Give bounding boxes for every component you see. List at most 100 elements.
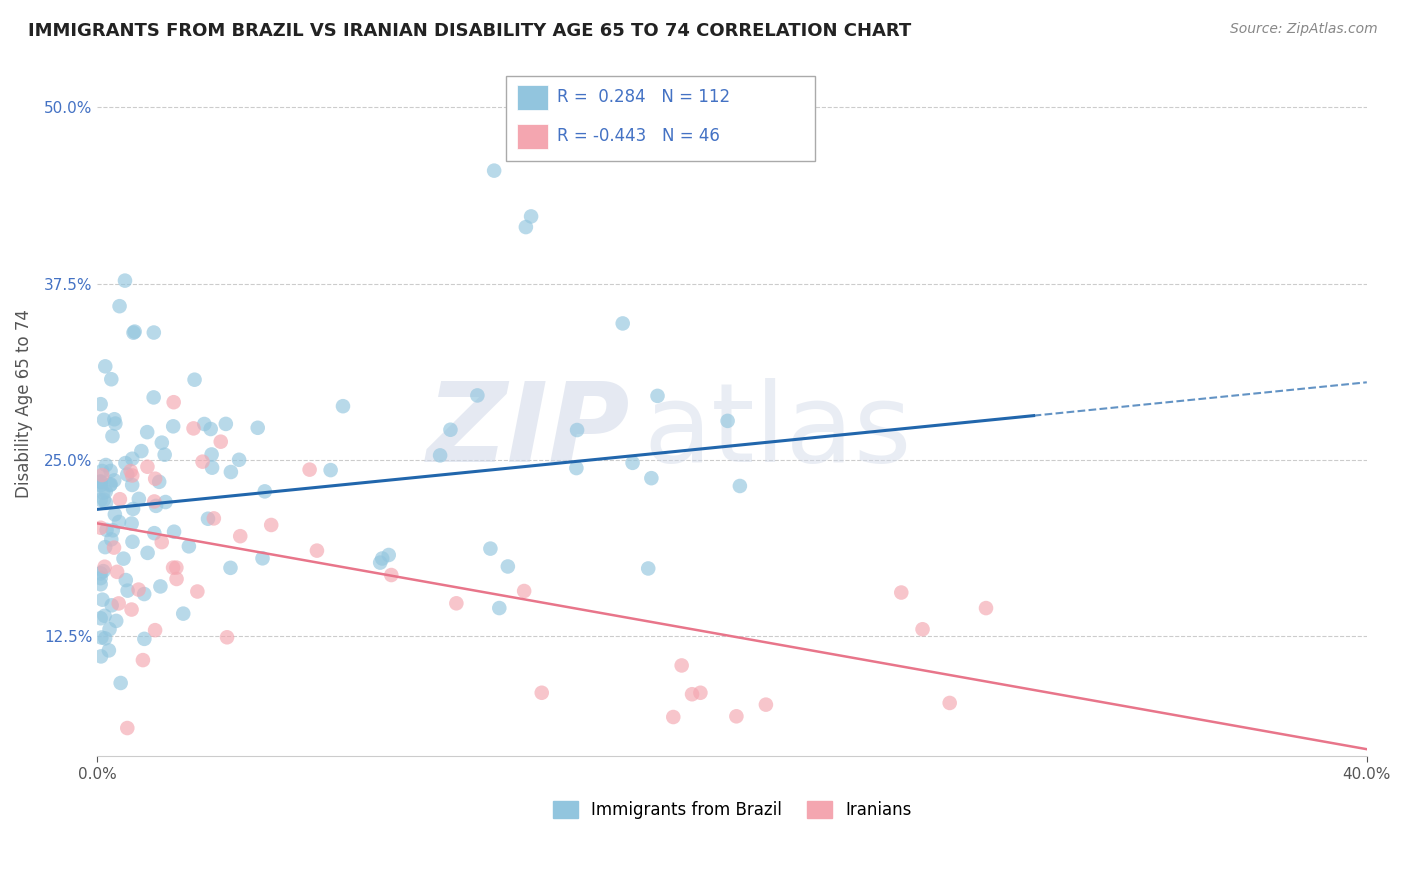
Point bbox=[200, 422, 222, 436]
Point bbox=[153, 448, 176, 462]
Point bbox=[98, 622, 121, 636]
Point bbox=[298, 462, 321, 476]
Point bbox=[479, 541, 502, 556]
Point bbox=[142, 391, 165, 405]
Point bbox=[890, 585, 912, 599]
Point bbox=[121, 451, 143, 466]
Point bbox=[134, 587, 156, 601]
Point bbox=[128, 582, 150, 597]
Point bbox=[253, 484, 276, 499]
Point bbox=[143, 623, 166, 637]
Point bbox=[725, 709, 748, 723]
Point bbox=[162, 419, 184, 434]
Point bbox=[90, 521, 112, 535]
Point bbox=[143, 494, 166, 508]
Point bbox=[150, 535, 173, 549]
Point bbox=[121, 534, 143, 549]
Point bbox=[215, 417, 238, 431]
Point bbox=[94, 458, 117, 472]
Point bbox=[186, 584, 208, 599]
Point bbox=[104, 508, 127, 522]
Point bbox=[191, 455, 214, 469]
Point bbox=[647, 389, 669, 403]
Point bbox=[183, 373, 205, 387]
Point bbox=[105, 614, 128, 628]
Point bbox=[165, 560, 187, 574]
Point bbox=[90, 397, 112, 411]
Point bbox=[215, 630, 238, 644]
Point bbox=[90, 631, 112, 645]
Point bbox=[565, 461, 588, 475]
Point bbox=[621, 456, 644, 470]
Point bbox=[637, 561, 659, 575]
Point bbox=[201, 460, 224, 475]
Point bbox=[380, 568, 402, 582]
Point bbox=[94, 496, 117, 510]
Text: R =  0.284   N = 112: R = 0.284 N = 112 bbox=[557, 88, 730, 106]
Point bbox=[202, 511, 225, 525]
Point bbox=[100, 372, 122, 386]
Point bbox=[120, 464, 142, 478]
Text: IMMIGRANTS FROM BRAZIL VS IRANIAN DISABILITY AGE 65 TO 74 CORRELATION CHART: IMMIGRANTS FROM BRAZIL VS IRANIAN DISABI… bbox=[28, 22, 911, 40]
Point bbox=[100, 599, 122, 613]
Point bbox=[143, 526, 166, 541]
Point bbox=[520, 210, 543, 224]
Point bbox=[91, 464, 114, 478]
Point bbox=[136, 459, 159, 474]
Point bbox=[612, 317, 634, 331]
Point bbox=[90, 475, 112, 489]
Point bbox=[209, 434, 232, 449]
Point bbox=[911, 622, 934, 636]
Point bbox=[938, 696, 960, 710]
Point bbox=[103, 541, 125, 555]
Point bbox=[112, 551, 135, 566]
Point bbox=[183, 421, 205, 435]
Point bbox=[100, 533, 122, 547]
Text: atlas: atlas bbox=[644, 378, 911, 485]
Point bbox=[177, 539, 200, 553]
Point bbox=[93, 413, 115, 427]
Point bbox=[103, 412, 125, 426]
Point bbox=[565, 423, 588, 437]
Point bbox=[219, 561, 242, 575]
Point bbox=[439, 423, 461, 437]
Point bbox=[105, 565, 128, 579]
Point bbox=[371, 551, 394, 566]
Point bbox=[172, 607, 194, 621]
Point bbox=[107, 596, 129, 610]
Point bbox=[90, 649, 112, 664]
Point bbox=[145, 499, 167, 513]
Point bbox=[496, 559, 519, 574]
Point bbox=[134, 632, 156, 646]
Point bbox=[94, 540, 117, 554]
Point bbox=[149, 579, 172, 593]
Point bbox=[117, 467, 139, 482]
Point bbox=[90, 577, 112, 591]
Point bbox=[728, 479, 751, 493]
Point bbox=[98, 478, 121, 492]
Point bbox=[90, 492, 112, 507]
Point bbox=[90, 475, 112, 489]
Point bbox=[108, 299, 131, 313]
Point bbox=[101, 523, 124, 537]
Point bbox=[91, 564, 114, 578]
Point bbox=[681, 687, 703, 701]
Point bbox=[108, 492, 131, 507]
Point bbox=[150, 435, 173, 450]
Point bbox=[104, 417, 127, 431]
Y-axis label: Disability Age 65 to 74: Disability Age 65 to 74 bbox=[15, 309, 32, 498]
Point bbox=[90, 571, 112, 585]
Point bbox=[91, 485, 114, 500]
Point bbox=[252, 551, 274, 566]
Point bbox=[90, 475, 112, 489]
Text: R = -0.443   N = 46: R = -0.443 N = 46 bbox=[557, 128, 720, 145]
Point bbox=[482, 163, 505, 178]
Point bbox=[513, 584, 536, 599]
Point bbox=[148, 475, 170, 489]
Point bbox=[142, 326, 165, 340]
Point bbox=[305, 543, 328, 558]
Point bbox=[117, 721, 139, 735]
Point bbox=[515, 220, 537, 235]
Point bbox=[121, 516, 143, 531]
Point bbox=[91, 468, 114, 483]
